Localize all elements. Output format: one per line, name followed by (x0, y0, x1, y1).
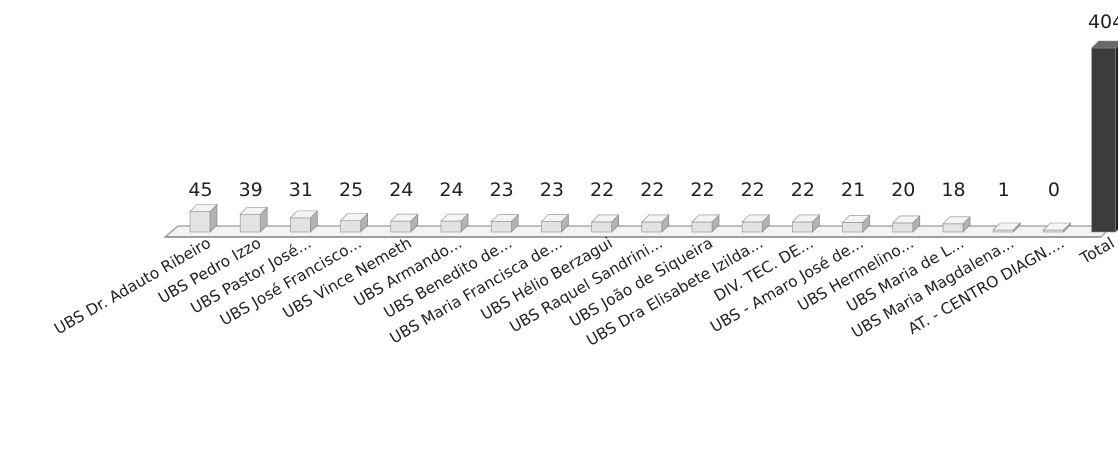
bar-top (239, 206, 268, 215)
bar-front (942, 223, 964, 233)
bar-10 (691, 214, 720, 233)
data-label: 45 (188, 179, 212, 201)
bars (189, 40, 1118, 233)
bar-front (541, 221, 562, 233)
bar-top (339, 213, 369, 221)
bar-11 (741, 214, 770, 233)
bar-front (490, 221, 512, 233)
data-label: 23 (540, 179, 564, 201)
bar-15 (942, 216, 971, 233)
data-label: 39 (239, 179, 263, 201)
data-label: 0 (1048, 179, 1060, 201)
bar-top (641, 214, 670, 223)
bar-front (440, 220, 462, 233)
bar-front (892, 222, 914, 233)
data-label: 31 (289, 179, 313, 201)
data-label: 24 (389, 179, 413, 201)
bar-front (741, 221, 763, 233)
bar-front (340, 220, 361, 233)
bar-top (540, 214, 570, 222)
bar-14 (892, 215, 921, 233)
data-label: 404 (1088, 11, 1118, 33)
bar-8 (590, 214, 620, 233)
data-label: 24 (439, 179, 463, 201)
bar-top (390, 213, 419, 222)
bar-front (239, 213, 261, 233)
bar-top (440, 213, 469, 222)
bar-1 (239, 206, 268, 233)
bar-top (590, 214, 620, 223)
data-label: 22 (690, 179, 714, 201)
bar-4 (390, 213, 419, 233)
bar-top (289, 210, 319, 219)
bar-top (892, 215, 921, 224)
data-label: 25 (339, 179, 363, 201)
data-labels: 45 39 31 25 24 24 23 23 22 22 22 22 22 21 20 18 1 0 404 (188, 11, 1118, 201)
data-label: 1 (998, 179, 1010, 201)
bar-7 (540, 213, 570, 233)
bar-0 (189, 203, 218, 233)
bar-6 (490, 213, 519, 233)
data-label: 21 (841, 179, 865, 201)
bar-front (1091, 47, 1116, 233)
bar-top (992, 222, 1021, 231)
bar-front (290, 217, 311, 233)
bar-top (189, 204, 218, 212)
bar-3 (339, 212, 369, 233)
bar-front (591, 221, 612, 233)
data-label: 20 (891, 179, 915, 201)
bar-16 (992, 222, 1021, 233)
bar-top (741, 214, 770, 223)
bar-18 (1090, 40, 1118, 233)
bar-front (641, 221, 663, 233)
data-label: 18 (941, 179, 965, 201)
data-label: 23 (490, 179, 514, 201)
data-label: 22 (791, 179, 815, 201)
bar-top (490, 214, 519, 222)
bar-5 (440, 213, 469, 233)
bar-front (792, 221, 813, 233)
bar-front (390, 220, 412, 233)
data-label: 22 (640, 179, 664, 201)
bar-front (691, 221, 713, 233)
bar-12 (791, 214, 821, 233)
data-label: 22 (741, 179, 765, 201)
category-label: Total (1076, 234, 1117, 268)
bar-top (841, 215, 871, 223)
bar-9 (641, 214, 670, 233)
bar-top (691, 214, 720, 223)
bar-top (1090, 40, 1118, 49)
bar-top (942, 216, 971, 225)
bar-17 (1042, 222, 1072, 233)
bar-13 (841, 214, 871, 233)
bar-top (1042, 222, 1072, 231)
bar-front (189, 211, 211, 233)
bar-2 (289, 210, 319, 233)
bar-front (842, 222, 863, 233)
bar-top (791, 214, 821, 223)
data-label: 22 (590, 179, 614, 201)
